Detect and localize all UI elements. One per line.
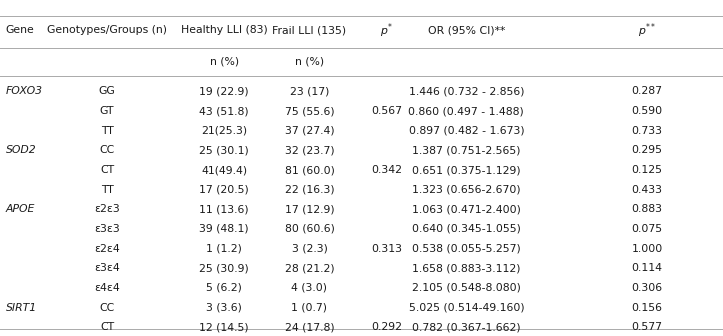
Text: 0.897 (0.482 - 1.673): 0.897 (0.482 - 1.673) [408,126,524,136]
Text: 28 (21.2): 28 (21.2) [285,263,334,273]
Text: TT: TT [100,126,114,136]
Text: 0.125: 0.125 [632,165,662,175]
Text: ε2ε3: ε2ε3 [94,204,120,214]
Text: 25 (30.9): 25 (30.9) [200,263,249,273]
Text: 0.577: 0.577 [632,322,662,332]
Text: 0.590: 0.590 [631,106,663,116]
Text: 0.075: 0.075 [631,224,663,234]
Text: 1.446 (0.732 - 2.856): 1.446 (0.732 - 2.856) [408,86,524,96]
Text: ε4ε4: ε4ε4 [94,283,120,293]
Text: 1 (1.2): 1 (1.2) [206,244,242,254]
Text: 43 (51.8): 43 (51.8) [200,106,249,116]
Text: GG: GG [98,86,116,96]
Text: 37 (27.4): 37 (27.4) [285,126,334,136]
Text: Frail LLI (135): Frail LLI (135) [273,25,346,35]
Text: 5 (6.2): 5 (6.2) [206,283,242,293]
Text: 3 (3.6): 3 (3.6) [206,303,242,312]
Text: 1.000: 1.000 [631,244,663,254]
Text: 0.306: 0.306 [631,283,663,293]
Text: 0.651 (0.375-1.129): 0.651 (0.375-1.129) [412,165,521,175]
Text: 4 (3.0): 4 (3.0) [291,283,328,293]
Text: 5.025 (0.514-49.160): 5.025 (0.514-49.160) [408,303,524,312]
Text: 0.342: 0.342 [372,165,402,175]
Text: 25 (30.1): 25 (30.1) [200,145,249,155]
Text: 0.114: 0.114 [632,263,662,273]
Text: ε3ε3: ε3ε3 [94,224,120,234]
Text: GT: GT [100,106,114,116]
Text: 0.883: 0.883 [632,204,662,214]
Text: SOD2: SOD2 [6,145,36,155]
Text: CC: CC [99,145,115,155]
Text: ε3ε4: ε3ε4 [94,263,120,273]
Text: 0.860 (0.497 - 1.488): 0.860 (0.497 - 1.488) [408,106,524,116]
Text: 22 (16.3): 22 (16.3) [285,185,334,195]
Text: SIRT1: SIRT1 [6,303,37,312]
Text: 75 (55.6): 75 (55.6) [285,106,334,116]
Text: 0.313: 0.313 [372,244,402,254]
Text: OR (95% CI)**: OR (95% CI)** [427,25,505,35]
Text: 81 (60.0): 81 (60.0) [285,165,334,175]
Text: 32 (23.7): 32 (23.7) [285,145,334,155]
Text: 1.323 (0.656-2.670): 1.323 (0.656-2.670) [412,185,521,195]
Text: 0.567: 0.567 [372,106,402,116]
Text: 0.287: 0.287 [632,86,662,96]
Text: CC: CC [99,303,115,312]
Text: 1.387 (0.751-2.565): 1.387 (0.751-2.565) [412,145,521,155]
Text: 23 (17): 23 (17) [290,86,329,96]
Text: 0.733: 0.733 [632,126,662,136]
Text: 0.295: 0.295 [632,145,662,155]
Text: CT: CT [100,322,114,332]
Text: 0.292: 0.292 [372,322,402,332]
Text: 1.063 (0.471-2.400): 1.063 (0.471-2.400) [412,204,521,214]
Text: Healthy LLI (83): Healthy LLI (83) [181,25,268,35]
Text: TT: TT [100,185,114,195]
Text: $p^{**}$: $p^{**}$ [638,21,656,40]
Text: 1.658 (0.883-3.112): 1.658 (0.883-3.112) [412,263,521,273]
Text: APOE: APOE [6,204,35,214]
Text: 0.640 (0.345-1.055): 0.640 (0.345-1.055) [412,224,521,234]
Text: 17 (12.9): 17 (12.9) [285,204,334,214]
Text: 19 (22.9): 19 (22.9) [200,86,249,96]
Text: 80 (60.6): 80 (60.6) [285,224,334,234]
Text: Gene: Gene [6,25,35,35]
Text: $p^{*}$: $p^{*}$ [380,21,393,40]
Text: 0.156: 0.156 [632,303,662,312]
Text: n (%): n (%) [210,57,239,67]
Text: 0.433: 0.433 [632,185,662,195]
Text: 0.782 (0.367-1.662): 0.782 (0.367-1.662) [412,322,521,332]
Text: 41(49.4): 41(49.4) [201,165,247,175]
Text: 17 (20.5): 17 (20.5) [200,185,249,195]
Text: 11 (13.6): 11 (13.6) [200,204,249,214]
Text: n (%): n (%) [295,57,324,67]
Text: 21(25.3): 21(25.3) [201,126,247,136]
Text: 2.105 (0.548-8.080): 2.105 (0.548-8.080) [412,283,521,293]
Text: 3 (2.3): 3 (2.3) [291,244,328,254]
Text: CT: CT [100,165,114,175]
Text: ε2ε4: ε2ε4 [94,244,120,254]
Text: 1 (0.7): 1 (0.7) [291,303,328,312]
Text: 24 (17.8): 24 (17.8) [285,322,334,332]
Text: FOXO3: FOXO3 [6,86,43,96]
Text: 39 (48.1): 39 (48.1) [200,224,249,234]
Text: Genotypes/Groups (n): Genotypes/Groups (n) [47,25,167,35]
Text: 0.538 (0.055-5.257): 0.538 (0.055-5.257) [412,244,521,254]
Text: 12 (14.5): 12 (14.5) [200,322,249,332]
